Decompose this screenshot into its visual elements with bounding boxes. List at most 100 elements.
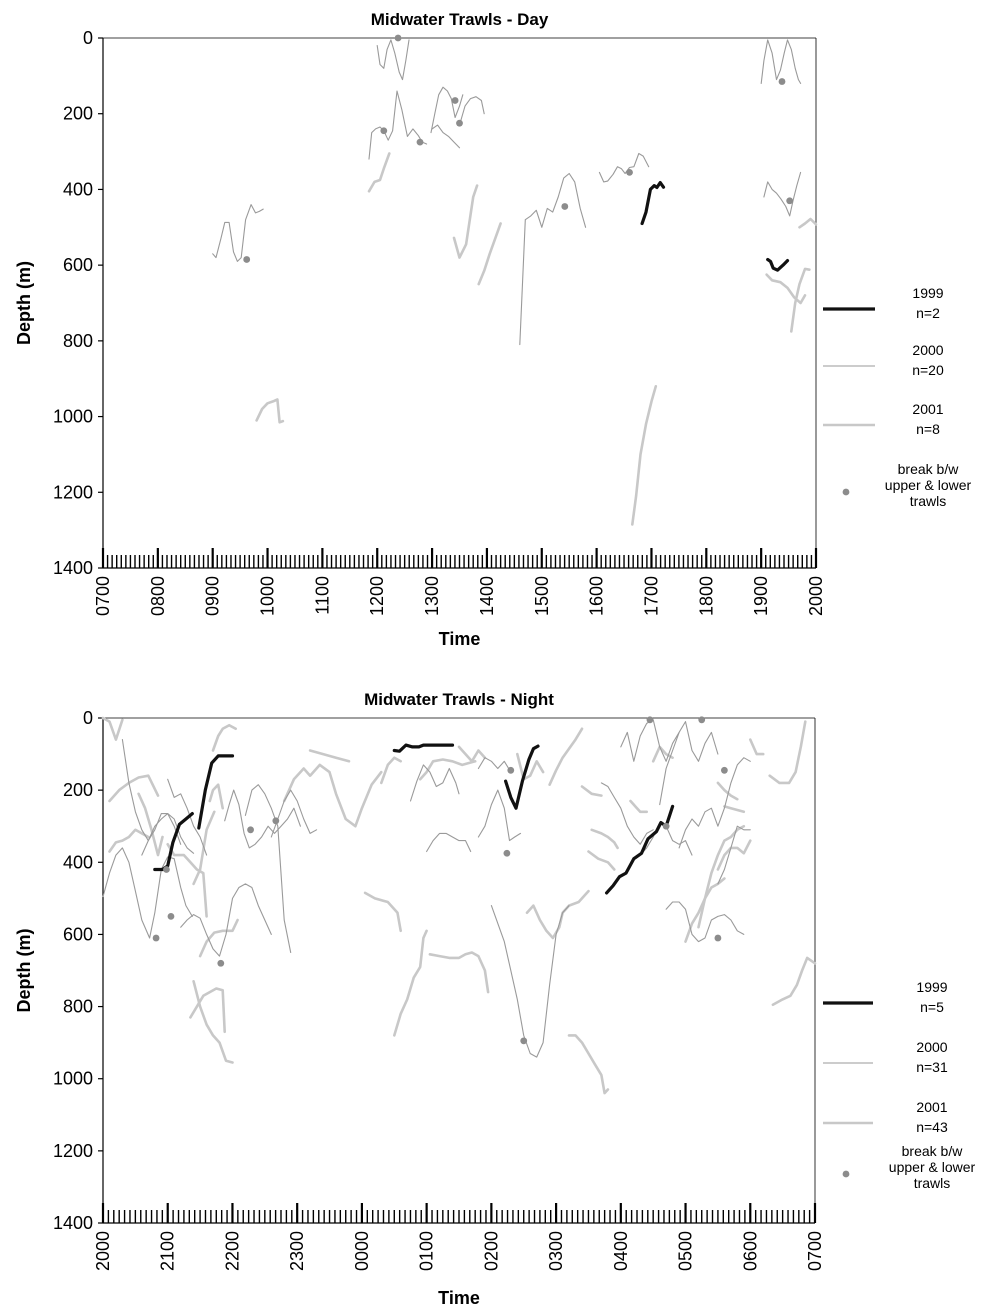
y-tick-label: 0 [83, 708, 93, 728]
legend-count-2000: n=31 [916, 1059, 948, 1075]
x-tick-label: 1700 [641, 576, 661, 616]
day-chart-svg: Midwater Trawls - Day 0 200 400 600 800 1000 12… [14, 10, 972, 649]
trawl-track-2000 [490, 905, 570, 1058]
x-tick-label: 0200 [481, 1231, 501, 1271]
x-axis-title: Time [439, 629, 481, 649]
break-points [243, 34, 794, 263]
trawl-track-2001 [587, 850, 616, 871]
trawl-track-2000 [760, 39, 802, 84]
trawl-track-2001 [428, 951, 490, 994]
x-tick-label: 0600 [740, 1231, 760, 1271]
chart-title: Midwater Trawls - Day [371, 10, 549, 29]
trawl-track-2000 [598, 152, 650, 183]
trawl-track-2001 [198, 918, 239, 958]
x-tick-label: 2000 [806, 576, 826, 616]
series-2000 [212, 39, 802, 346]
y-tick-label: 0 [83, 28, 93, 48]
y-tick-label: 1200 [53, 1141, 93, 1161]
break-point [243, 256, 251, 263]
break-point [786, 197, 794, 205]
trawl-track-2001 [282, 763, 383, 828]
trawl-track-2001 [477, 222, 502, 286]
x-tick-label: 1600 [587, 576, 607, 616]
trawl-track-2001 [651, 745, 674, 763]
trawl-track-2000 [270, 789, 318, 838]
trawl-track-2000 [717, 825, 751, 885]
y-tick-label: 1400 [53, 558, 93, 578]
trawl-track-1999 [766, 257, 790, 272]
trawl-track-2001 [192, 810, 216, 886]
trawl-track-2000 [659, 721, 719, 806]
legend-count-1999: n=5 [920, 999, 944, 1015]
trawl-track-2000 [665, 901, 745, 943]
series-1999 [153, 743, 675, 895]
trawl-track-1999 [605, 804, 675, 895]
trawl-track-2001 [457, 745, 487, 763]
trawl-track-2001 [768, 720, 807, 785]
y-tick-label: 200 [63, 104, 93, 124]
legend-count-2000: n=20 [912, 362, 944, 378]
trawl-track-2001 [367, 152, 391, 193]
trawl-track-2000 [212, 204, 264, 262]
x-tick-label: 2100 [158, 1231, 178, 1271]
break-point [626, 168, 633, 176]
trawl-track-2000 [167, 778, 208, 856]
trawl-track-2000 [368, 90, 428, 160]
trawl-track-1999 [504, 744, 540, 810]
x-tick-label: 1000 [258, 576, 278, 616]
day-chart-panel: Midwater Trawls - Day 0 200 400 600 800 1000 12… [0, 0, 985, 655]
break-point [451, 97, 459, 104]
x-tick-label: 0700 [93, 576, 113, 616]
legend-label-2000: 2000 [916, 1039, 947, 1055]
trawl-track-2000 [244, 784, 292, 954]
trawl-track-2000 [121, 739, 182, 845]
x-tick-label: 2200 [222, 1231, 242, 1271]
y-axis-title: Depth (m) [14, 929, 34, 1013]
trawl-track-2001 [590, 828, 619, 850]
x-tick-label: 0900 [203, 576, 223, 616]
trawl-track-2001 [192, 980, 234, 1064]
night-chart-svg: Midwater Trawls - Night02004006008001000… [14, 690, 976, 1308]
trawl-track-2001 [631, 385, 658, 526]
trawl-track-2001 [516, 752, 545, 781]
x-tick-label: 1500 [532, 576, 552, 616]
trawl-track-2001 [771, 956, 817, 1007]
break-point [394, 34, 402, 42]
trawl-track-2001 [308, 749, 351, 763]
legend-label-2001: 2001 [912, 401, 943, 417]
legend-count-2001: n=8 [916, 421, 940, 437]
break-point [662, 822, 670, 830]
x-tick-label: 0800 [148, 576, 168, 616]
x-axis-title: Time [438, 1288, 480, 1308]
y-tick-label: 1200 [53, 482, 93, 502]
trawl-track-2001 [567, 1034, 610, 1095]
legend-label-1999: 1999 [912, 285, 943, 301]
trawl-track-2000 [600, 782, 654, 845]
trawl-track-2001 [393, 929, 428, 1037]
x-tick-label: 1200 [367, 576, 387, 616]
trawl-track-2001 [452, 184, 479, 259]
x-tick-label: 1300 [422, 576, 442, 616]
trawl-track-2001 [108, 828, 150, 853]
y-tick-label: 200 [63, 780, 93, 800]
legend-label-1999: 1999 [916, 979, 947, 995]
break-point [778, 78, 786, 85]
trawl-track-2000 [678, 757, 751, 849]
trawl-track-2000 [458, 96, 485, 126]
x-tick-label: 0100 [417, 1231, 437, 1271]
y-tick-label: 600 [63, 924, 93, 944]
trawl-track-2000 [376, 39, 410, 81]
legend-break-label: break b/w [902, 1143, 964, 1159]
trawl-track-2000 [431, 124, 461, 149]
trawl-track-2001 [418, 758, 477, 781]
trawl-track-2001 [211, 723, 237, 752]
break-point [217, 959, 225, 967]
trawl-track-2001 [548, 727, 584, 786]
legend-label-2000: 2000 [912, 342, 943, 358]
legend-count-1999: n=2 [916, 305, 940, 321]
trawl-track-2000 [224, 789, 301, 849]
x-tick-label: 0500 [676, 1231, 696, 1271]
night-chart-panel: Midwater Trawls - Night 0 200 400 600 800 1000… [0, 680, 985, 1313]
trawl-track-2001 [765, 273, 807, 305]
